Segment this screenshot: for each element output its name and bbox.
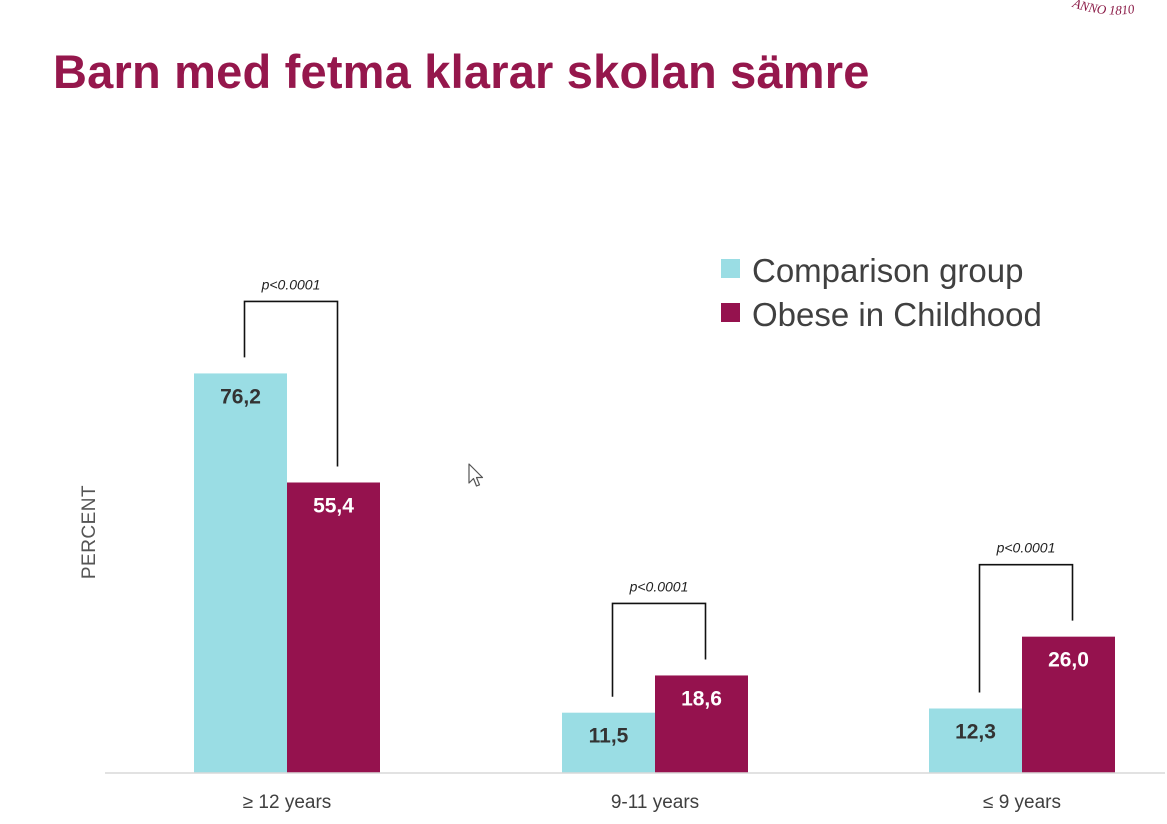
svg-text:ANNO 1810: ANNO 1810 [1070, 0, 1136, 18]
y-axis-title: PERCENT [79, 485, 100, 579]
university-logo: ANNO 1810 [1070, 0, 1136, 18]
legend-label-obese: Obese in Childhood [752, 296, 1042, 333]
p-value-label-2: p<0.0001 [996, 540, 1056, 556]
legend: Comparison group Obese in Childhood [721, 252, 1042, 333]
mouse-cursor-icon [468, 463, 484, 487]
p-value-label-1: p<0.0001 [629, 578, 689, 594]
bar-obese-0 [287, 482, 380, 773]
p-value-label-0: p<0.0001 [261, 276, 321, 292]
bar-comparison-0 [194, 373, 287, 773]
significance-bracket-1 [611, 602, 707, 697]
x-tick-label-1: 9-11 years [611, 792, 699, 813]
bar-obese-1 [655, 675, 748, 773]
data-label-obese-0: 55,4 [313, 494, 354, 517]
bar-comparison-1 [562, 712, 655, 773]
data-label-comparison-1: 11,5 [589, 725, 629, 748]
logo-text: ANNO 1810 [1070, 0, 1136, 18]
legend-label-comparison: Comparison group [752, 252, 1023, 289]
significance-bracket-2 [978, 563, 1074, 693]
x-tick-label-0: ≥ 12 years [243, 792, 332, 813]
data-label-obese-1: 18,6 [681, 687, 722, 710]
data-label-comparison-2: 12,3 [955, 721, 996, 744]
significance-bracket-0 [243, 300, 339, 467]
page-title: Barn med fetma klarar skolan sämre [53, 45, 870, 98]
data-label-comparison-0: 76,2 [220, 385, 261, 408]
bar-comparison-2 [929, 708, 1022, 773]
legend-swatch-obese [721, 303, 740, 322]
x-tick-labels: ≥ 12 years 9-11 years ≤ 9 years [243, 792, 1061, 813]
x-tick-label-2: ≤ 9 years [983, 792, 1061, 813]
bar-obese-2 [1022, 636, 1115, 773]
bars-layer: 76,2 55,4 11,5 18,6 12,3 26,0 [194, 373, 1115, 773]
significance-brackets: p<0.0001 p<0.0001 p<0.0001 [243, 276, 1074, 697]
data-label-obese-2: 26,0 [1048, 649, 1089, 672]
legend-swatch-comparison [721, 259, 740, 278]
